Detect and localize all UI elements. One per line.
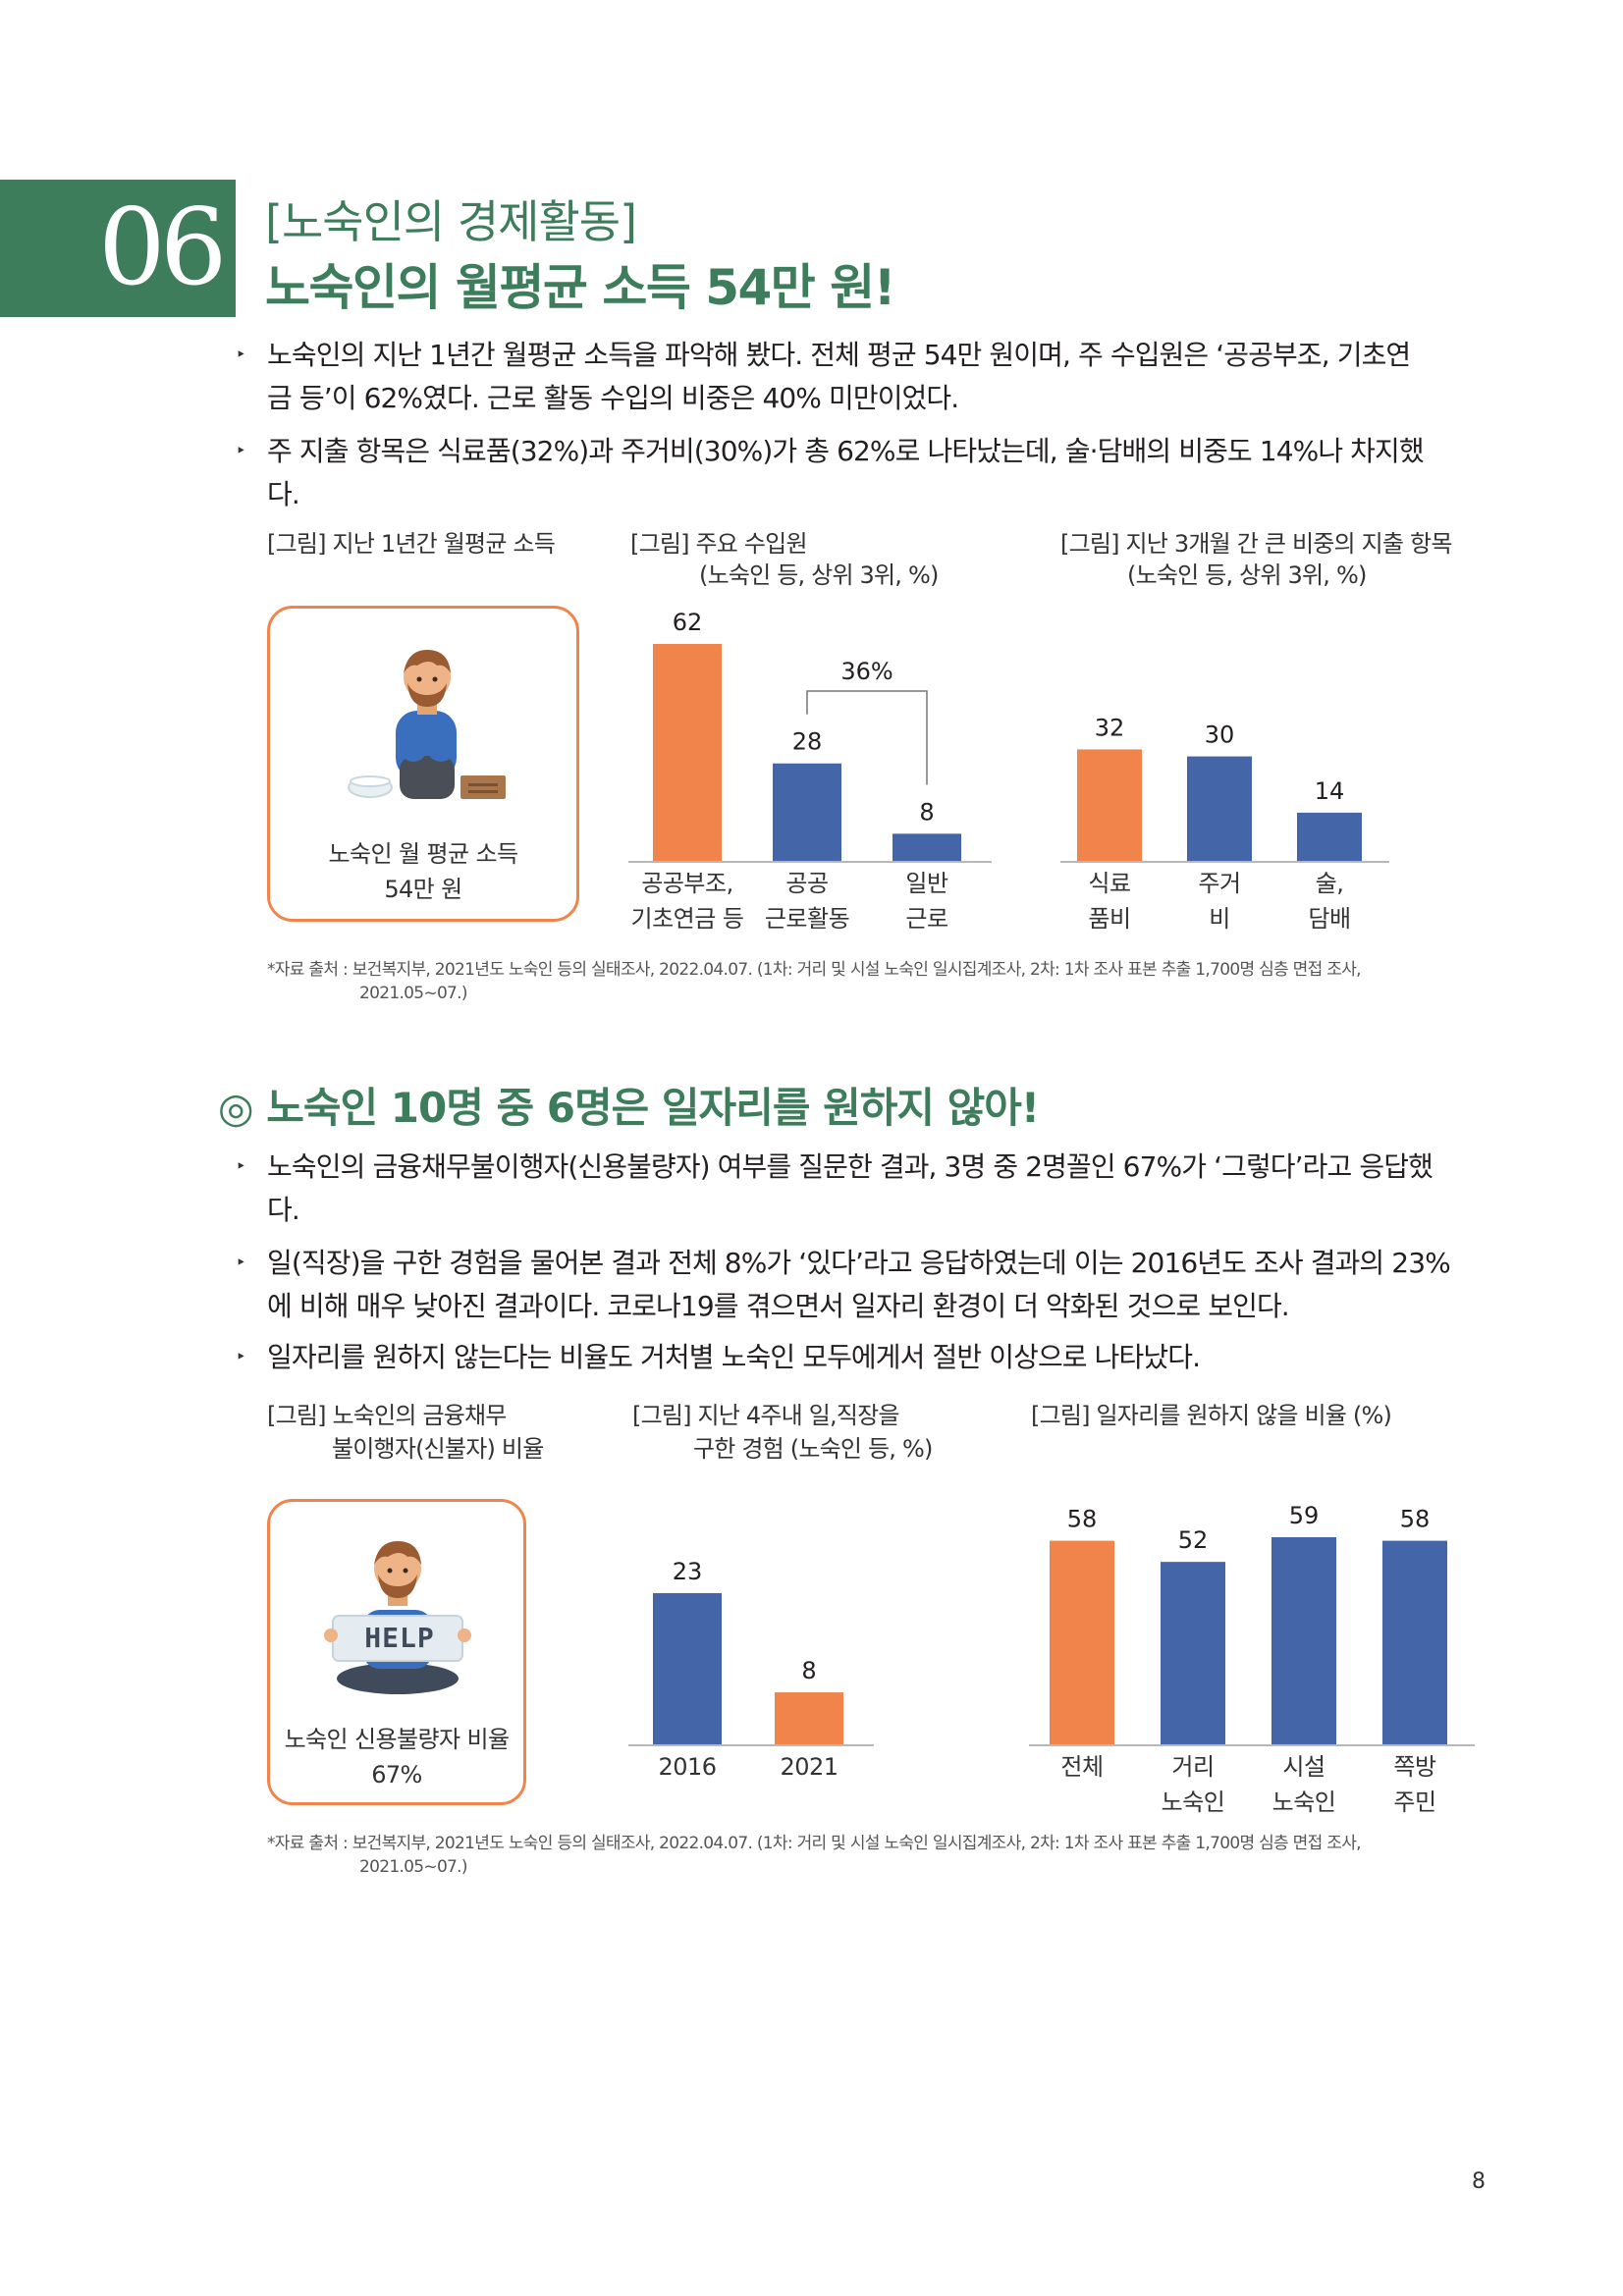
- category-label: 시설 노숙인: [1271, 1753, 1336, 1816]
- section-heading-jobs: ◎ 노숙인 10명 중 6명은 일자리를 원하지 않아!: [218, 1084, 1040, 1132]
- bar: [653, 1592, 722, 1745]
- bar-value-label: 52: [1178, 1526, 1209, 1554]
- bullet-line: 일(직장)을 구한 경험을 물어본 결과 전체 8%가 ‘있다’라고 응답하였는…: [267, 1247, 1451, 1279]
- source-note-line: *자료 출처 : 보건복지부, 2021년도 노숙인 등의 실태조사, 2022…: [267, 960, 1362, 980]
- category-label: 전체: [1060, 1753, 1104, 1781]
- figure-caption-sources-sub: (노숙인 등, 상위 3위, %): [699, 561, 939, 589]
- bar: [1297, 812, 1362, 862]
- source-note-line: 2021.05~07.): [359, 984, 468, 1003]
- bar-value-label: 8: [919, 798, 934, 826]
- bullet-marker: ‣: [236, 1253, 246, 1273]
- bar: [1271, 1537, 1336, 1745]
- income-card: 노숙인 월 평균 소득 54만 원: [267, 606, 579, 922]
- category-label: 거리 노숙인: [1161, 1753, 1225, 1816]
- bar: [1382, 1540, 1447, 1745]
- bar: [1050, 1540, 1114, 1745]
- bullet-line: 에 비해 매우 낮아진 결과이다. 코로나19를 겪으면서 일자리 환경이 더 …: [267, 1290, 1290, 1322]
- bar-value-label: 30: [1205, 721, 1235, 749]
- bullet-line: 주 지출 항목은 식료품(32%)과 주거비(30%)가 총 62%로 나타났는…: [267, 435, 1425, 467]
- page-number: 8: [1472, 2169, 1486, 2194]
- bullet-line: 노숙인의 금융채무불이행자(신용불량자) 여부를 질문한 결과, 3명 중 2명…: [267, 1150, 1434, 1183]
- figure-caption-credit: [그림] 노숙인의 금융채무: [267, 1402, 507, 1429]
- unwilling-work-category-labels: 전체 거리 노숙인 시설 노숙인 쪽방 주민: [1021, 1749, 1483, 1828]
- bullet-line: 노숙인의 지난 1년간 월평균 소득을 파악해 봤다. 전체 평균 54만 원이…: [267, 339, 1411, 371]
- unwilling-work-chart: 58 52 59 58: [1029, 1502, 1475, 1746]
- chapter-number-box: [0, 180, 236, 317]
- figure-caption-unwilling: [그림] 일자리를 원하지 않을 비율 (%): [1031, 1402, 1392, 1429]
- bar: [775, 1692, 843, 1745]
- bar: [1187, 756, 1252, 862]
- bullet-marker: ‣: [236, 345, 246, 365]
- bracket-label: 36%: [840, 658, 893, 685]
- category-label: 식료 품비: [1088, 870, 1131, 933]
- figure-caption-credit-sub: 불이행자(신불자) 비율: [332, 1435, 544, 1463]
- bracket-line: [806, 690, 928, 785]
- income-card-value: 54만 원: [384, 876, 462, 903]
- bullet-marker: ‣: [236, 1156, 246, 1177]
- category-label: 일반 근로: [905, 870, 948, 933]
- section-subtitle: [노숙인의 경제활동]: [265, 195, 637, 248]
- bullet-item: ‣ 노숙인의 금융채무불이행자(신용불량자) 여부를 질문한 결과, 3명 중 …: [236, 1146, 1492, 1232]
- bullet-line: 일자리를 원하지 않는다는 비율도 거처별 노숙인 모두에게서 절반 이상으로 …: [267, 1341, 1201, 1373]
- job-search-chart: 23 8: [628, 1558, 874, 1746]
- bullet-list-1: ‣ 노숙인의 지난 1년간 월평균 소득을 파악해 봤다. 전체 평균 54만 …: [236, 334, 1492, 516]
- bar: [773, 763, 841, 862]
- bar-value-label: 8: [801, 1657, 816, 1684]
- bullet-list-2: ‣ 노숙인의 금융채무불이행자(신용불량자) 여부를 질문한 결과, 3명 중 …: [236, 1146, 1492, 1379]
- bullet-item: ‣ 주 지출 항목은 식료품(32%)과 주거비(30%)가 총 62%로 나타…: [236, 430, 1492, 516]
- expenses-chart: 32 30 14: [1060, 714, 1389, 863]
- bar: [893, 833, 961, 862]
- bar-value-label: 58: [1067, 1506, 1098, 1533]
- homeless-person-help-sign-illustration: [324, 1541, 471, 1694]
- bar-value-label: 14: [1315, 777, 1345, 805]
- source-note-line: *자료 출처 : 보건복지부, 2021년도 노숙인 등의 실태조사, 2022…: [267, 1834, 1362, 1853]
- bar-value-label: 23: [673, 1558, 703, 1585]
- category-label: 쪽방 주민: [1393, 1753, 1436, 1816]
- bullet-item: ‣ 노숙인의 지난 1년간 월평균 소득을 파악해 봤다. 전체 평균 54만 …: [236, 334, 1492, 420]
- figure-caption-expenses: [그림] 지난 3개월 간 큰 비중의 지출 항목: [1060, 530, 1452, 558]
- category-label: 공공 근로활동: [764, 870, 850, 933]
- credit-card-value: 67%: [371, 1761, 422, 1789]
- income-sources-category-labels: 공공부조, 기초연금 등 공공 근로활동 일반 근로: [619, 866, 992, 944]
- figure-caption-expenses-sub: (노숙인 등, 상위 3위, %): [1127, 561, 1367, 589]
- bar-value-label: 58: [1400, 1506, 1431, 1533]
- figure-caption-income: [그림] 지난 1년간 월평균 소득: [267, 530, 556, 558]
- category-label: 술, 담배: [1308, 870, 1351, 933]
- source-note-line: 2021.05~07.): [359, 1857, 468, 1877]
- bar-value-label: 28: [792, 728, 823, 756]
- bullet-line: 다.: [267, 478, 300, 510]
- bar-value-label: 32: [1095, 714, 1125, 741]
- job-search-category-labels: 2016 2021: [619, 1749, 884, 1828]
- bullet-line: 다.: [267, 1194, 300, 1226]
- figure-caption-jobs: [그림] 지난 4주내 일,직장을: [632, 1402, 900, 1429]
- category-label: 2016: [658, 1753, 717, 1781]
- credit-card-label: 노숙인 신용불량자 비율: [284, 1726, 510, 1753]
- bullet-item: ‣ 일자리를 원하지 않는다는 비율도 거처별 노숙인 모두에게서 절반 이상으…: [236, 1336, 1492, 1379]
- income-sources-chart: 62 28 8 36%: [628, 609, 992, 863]
- section-title: 노숙인의 월평균 소득 54만 원!: [265, 259, 896, 316]
- help-sign-text: HELP: [364, 1622, 435, 1654]
- bar-value-label: 59: [1289, 1502, 1320, 1529]
- homeless-person-sitting-illustration: [348, 650, 506, 799]
- figure-caption-sources: [그림] 주요 수입원: [630, 530, 808, 558]
- chapter-number: 06: [98, 187, 227, 309]
- bullet-marker: ‣: [236, 1347, 246, 1367]
- income-card-label: 노숙인 월 평균 소득: [328, 840, 519, 868]
- category-label: 주거 비: [1198, 870, 1241, 933]
- bar: [653, 644, 722, 862]
- category-label: 공공부조, 기초연금 등: [630, 870, 744, 933]
- bar-value-label: 62: [673, 609, 703, 636]
- expenses-category-labels: 식료 품비 주거 비 술, 담배: [1051, 866, 1394, 944]
- bullet-line: 금 등’이 62%였다. 근로 활동 수입의 비중은 40% 미만이었다.: [267, 382, 959, 414]
- bullet-item: ‣ 일(직장)을 구한 경험을 물어본 결과 전체 8%가 ‘있다’라고 응답하…: [236, 1242, 1492, 1328]
- figure-caption-jobs-sub: 구한 경험 (노숙인 등, %): [693, 1435, 933, 1463]
- bullet-marker: ‣: [236, 441, 246, 461]
- bar: [1161, 1562, 1225, 1745]
- category-label: 2021: [780, 1753, 839, 1781]
- credit-card: HELP 노숙인 신용불량자 비율 67%: [267, 1499, 526, 1805]
- bar: [1077, 749, 1142, 862]
